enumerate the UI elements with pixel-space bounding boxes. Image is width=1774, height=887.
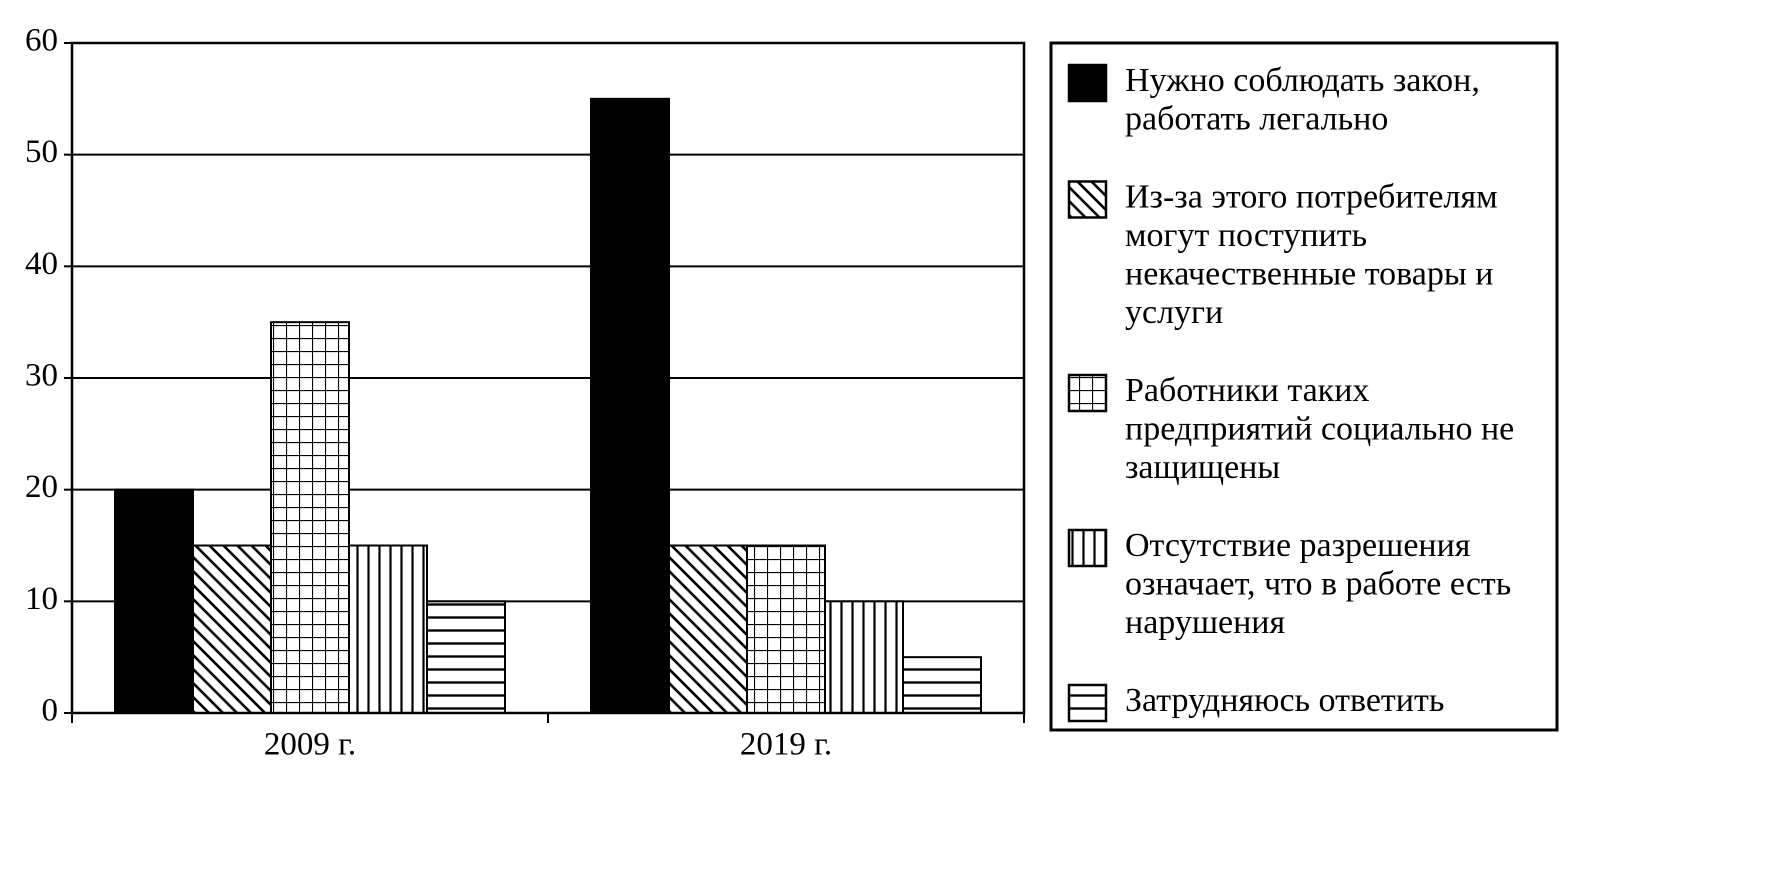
- y-tick-label: 40: [25, 246, 58, 282]
- legend-swatch: [1067, 63, 1108, 103]
- bar: [270, 321, 350, 714]
- y-tick-label: 10: [25, 581, 58, 617]
- bar: [746, 544, 826, 714]
- y-tick-label: 60: [25, 23, 58, 59]
- bar: [114, 488, 194, 714]
- legend-swatch: [1067, 528, 1108, 568]
- legend-label: Затрудняюсь ответить: [1125, 682, 1444, 719]
- legend-swatch: [1067, 373, 1108, 413]
- legend: Нужно соблюдать закон, работать легально И…: [1067, 62, 1514, 723]
- legend-label: Отсутствие разрешения означает, что в раб…: [1125, 527, 1511, 641]
- bar: [668, 544, 748, 714]
- legend-label: Из-за этого потребителям могут поступить н…: [1125, 178, 1498, 331]
- bar: [348, 544, 428, 714]
- y-tick-label: 0: [42, 693, 59, 729]
- bar: [590, 97, 670, 715]
- legend-box: [1049, 41, 1559, 732]
- bar: [426, 600, 506, 714]
- plot-area: 0 10 20 30 40 50 60 2009 г. 2019 г.: [25, 23, 1026, 763]
- x-tick-label: 2009 г.: [264, 727, 356, 763]
- y-tick-label: 50: [25, 134, 58, 170]
- legend-swatch: [1067, 683, 1108, 723]
- legend-swatch: [1067, 180, 1108, 219]
- legend-label: Работники таких предприятий социально не з…: [1125, 372, 1514, 486]
- bar: [824, 600, 904, 714]
- bar: [192, 544, 272, 714]
- y-tick-label: 30: [25, 358, 58, 394]
- bar: [902, 656, 982, 715]
- x-tick-label: 2019 г.: [740, 727, 832, 763]
- y-tick-label: 20: [25, 469, 58, 505]
- legend-label: Нужно соблюдать закон, работать легально: [1125, 62, 1480, 138]
